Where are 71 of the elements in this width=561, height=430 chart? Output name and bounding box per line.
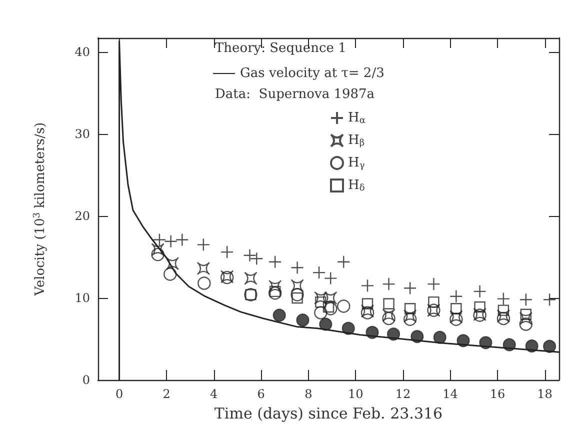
point [496,312,510,326]
point [272,308,286,322]
annotation: Theory: Sequence 1 [215,41,346,56]
y-tick-label: 30 [74,126,90,141]
point [519,312,533,326]
point [428,296,440,308]
point [198,276,211,290]
x-tick-label: 8 [304,387,312,401]
point [520,308,532,320]
point [290,279,304,292]
point [404,303,416,314]
point [382,312,396,326]
point [450,310,463,324]
point [337,300,350,313]
point [314,306,328,320]
point [244,272,258,285]
y-axis-title: Velocity (103 kilometers/s) [32,122,48,297]
point [151,242,164,256]
point [322,301,334,313]
x-tick-label: 14 [442,387,458,401]
y-tick-label: 10 [74,290,90,305]
x-tick-label: 4 [210,387,218,401]
point [151,248,164,262]
point [498,304,510,316]
point [196,262,210,276]
point [292,292,303,304]
point [410,330,424,344]
point [362,298,374,310]
point [319,318,332,331]
x-tick-label: 16 [490,387,506,401]
point [479,336,492,350]
point [456,334,470,348]
legend-label: Gas velocity at τ= 2/3 [240,66,384,81]
point [403,309,417,323]
point [366,326,379,339]
x-tick-label: 18 [537,387,552,401]
point [525,339,538,352]
point [450,312,463,326]
point [496,309,510,323]
point [166,256,180,270]
point [474,301,486,313]
point [387,328,400,341]
point [519,318,533,331]
point [382,308,396,322]
point [543,340,556,353]
x-tick-label: 12 [395,387,411,401]
x-axis-title: Time (days) since Feb. 23.316 [214,404,443,422]
point [268,286,282,300]
point [268,280,282,294]
point [290,288,304,302]
point [315,296,326,308]
y-tick-label: 20 [74,208,90,223]
y-tick-label: 40 [74,44,90,59]
x-tick-label: 10 [348,387,364,401]
point [383,298,394,310]
point [502,338,516,352]
point [296,314,310,327]
point [342,322,355,335]
point [403,312,417,326]
point [164,268,177,281]
y-tick-label: 0 [82,373,90,387]
x-tick-label: 0 [115,387,124,401]
point [269,286,281,298]
x-tick-label: 2 [162,387,170,401]
point [433,330,446,344]
point [324,302,338,316]
point [324,291,338,305]
x-tick-label: 6 [257,387,265,401]
annotation: Data: Supernova 1987a [215,87,375,102]
point [450,303,462,314]
point [314,291,328,305]
